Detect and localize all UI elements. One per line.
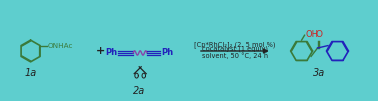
Text: 1a: 1a (25, 68, 37, 78)
Text: Ph: Ph (161, 48, 173, 57)
Text: cocatalyst (1 equiv): cocatalyst (1 equiv) (202, 45, 268, 52)
Text: solvent, 50 °C, 24 h: solvent, 50 °C, 24 h (202, 52, 268, 59)
Text: Ph: Ph (105, 48, 117, 57)
Text: [Cp*RhCl₂]₂ (2. 5 mol %): [Cp*RhCl₂]₂ (2. 5 mol %) (194, 41, 276, 48)
Text: 3a: 3a (313, 68, 325, 78)
Text: O: O (315, 30, 322, 39)
Text: ONHAc: ONHAc (48, 43, 74, 49)
Text: OH: OH (305, 30, 319, 39)
Text: 2a: 2a (133, 86, 145, 96)
Text: +: + (96, 46, 105, 56)
